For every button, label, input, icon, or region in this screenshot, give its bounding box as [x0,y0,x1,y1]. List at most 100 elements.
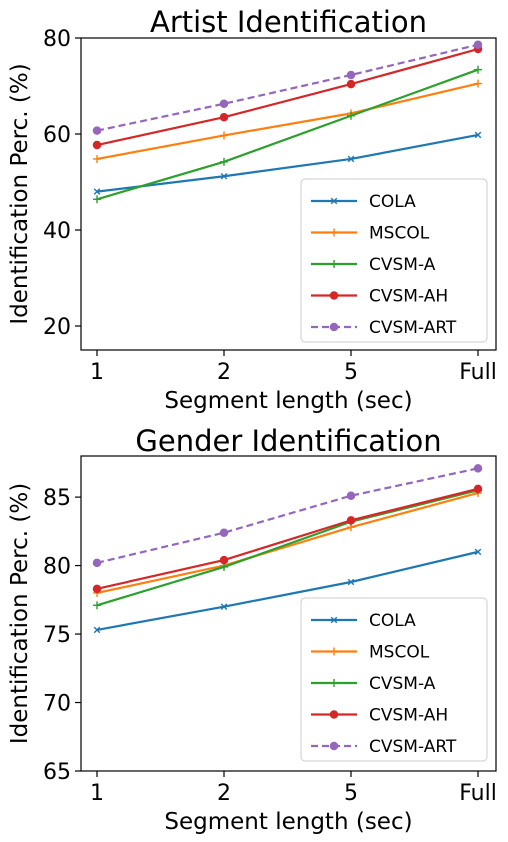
legend-marker [329,322,339,332]
y-tick-label: 20 [43,315,71,340]
series-cvsm-a [93,486,482,610]
legend: COLA MSCOL CVSM-A CVSM-AH CVSM-ART [300,597,488,762]
legend-marker [330,197,338,205]
x-tick-label: Full [459,781,497,806]
legend-item: CVSM-AH [311,706,448,726]
legend-label: MSCOL [369,224,430,244]
data-point [347,111,355,120]
marker-stroke [93,188,101,195]
series-line [96,68,479,201]
data-point [93,195,101,204]
data-point [92,126,102,135]
data-point [473,464,483,473]
legend-marker [329,291,339,300]
legend-item: MSCOL [311,224,430,244]
data-point [220,172,228,180]
x-axis-label: Segment length (sec) [164,388,412,414]
series-line [96,489,479,607]
chart-title: Artist Identification [150,5,427,39]
y-tick-label: 65 [43,760,71,785]
legend-item: CVSM-AH [311,287,448,307]
x-tick-label: Full [459,360,497,385]
data-point [473,484,483,494]
y-tick-label: 75 [43,623,71,648]
data-point [220,157,228,166]
data-point [93,188,101,195]
series-line [96,47,479,147]
legend-item: COLA [311,192,416,212]
y-axis-label: Identification Perc. (%) [7,63,33,324]
marker-stroke [93,626,101,634]
marker-stroke [220,603,228,610]
data-point [346,70,356,80]
legend-marker [330,647,338,656]
y-tick-label: 60 [43,123,71,148]
marker-stroke [474,548,482,556]
data-point [92,558,102,568]
x-tick-label: 1 [90,360,104,385]
series-line [96,491,479,595]
data-point [93,601,101,610]
legend-marker [330,260,338,268]
marker-stroke [330,616,338,624]
x-axis-label: Segment length (sec) [164,809,412,835]
series-cvsm-a [93,65,482,204]
series-mscol [93,488,482,597]
legend-box [300,178,488,343]
legend-label: CVSM-AH [369,706,448,726]
marker-stroke [347,155,355,163]
series-line [96,487,479,590]
marker-stroke [330,197,338,205]
series-line [96,133,479,193]
legend-label: CVSM-A [369,674,436,694]
legend-label: CVSM-ART [369,737,457,757]
data-point [220,131,228,140]
series-cola [93,131,482,195]
legend: COLA MSCOL CVSM-A CVSM-AH CVSM-ART [300,178,488,343]
x-tick-label: 2 [217,360,231,385]
data-point [93,154,101,163]
legend-marker [329,710,339,719]
data-point [93,626,101,634]
data-point [474,79,482,88]
data-point [474,548,482,556]
series-cvsm-art [92,40,483,135]
series-cvsm-ah [92,484,483,594]
y-tick-label: 80 [43,27,71,52]
legend-marker [330,616,338,624]
series-line [96,467,479,564]
legend-item: CVSM-A [311,255,436,275]
data-point [473,40,483,49]
legend-label: CVSM-ART [369,318,457,338]
chart-panel-1: Artist Identification 20 40 60 80 1 2 5 Full Segm… [7,5,497,414]
data-point [346,491,356,500]
data-point [92,584,102,594]
x-tick-label: 1 [90,781,104,806]
legend-box [300,597,488,762]
x-tick-label: 5 [344,360,358,385]
data-point [219,528,229,537]
data-point [220,603,228,610]
legend-item: CVSM-ART [311,318,457,338]
legend-item: COLA [311,611,416,631]
chart-title: Gender Identification [135,424,441,458]
data-point [347,578,355,586]
chart-panel-2: Gender Identification 65 70 75 80 85 1 2 5 Full Se… [7,424,497,835]
legend-item: CVSM-A [311,674,436,694]
y-tick-label: 70 [43,692,71,717]
series-mscol [93,79,482,163]
series-cola [93,548,482,634]
legend-marker [330,679,338,687]
y-axis-label: Identification Perc. (%) [7,483,33,744]
legend-label: COLA [369,611,416,631]
y-tick-label: 85 [43,486,71,511]
marker-stroke [220,172,228,180]
legend-label: CVSM-A [369,255,436,275]
data-point [347,155,355,163]
marker-stroke [347,578,355,586]
plot-frame [80,455,497,772]
series-line [96,43,479,132]
legend-label: CVSM-AH [369,287,448,307]
legend-label: COLA [369,192,416,212]
